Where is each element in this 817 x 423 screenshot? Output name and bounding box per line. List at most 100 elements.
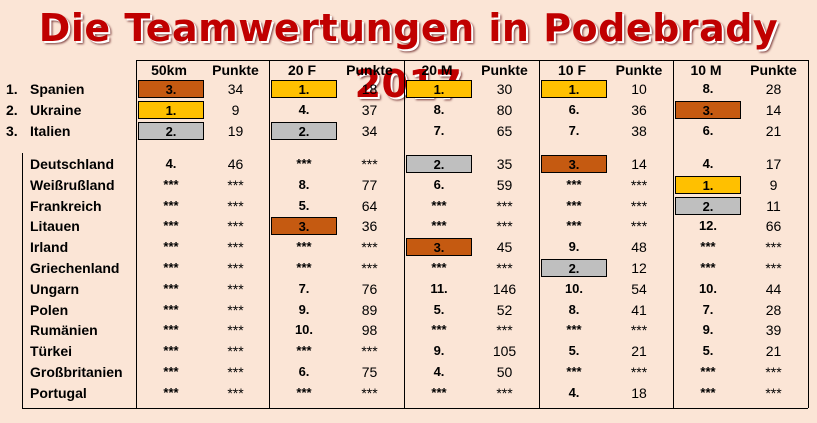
- placement-cell: ***: [296, 260, 312, 275]
- table-top-border: [136, 60, 808, 61]
- placement-cell: ***: [296, 156, 312, 171]
- points-cell: 46: [227, 156, 244, 172]
- country-name: Deutschland: [30, 156, 115, 172]
- header-points: Punkte: [615, 62, 663, 78]
- placement-cell: 3.: [271, 217, 337, 235]
- points-cell: ***: [496, 198, 513, 214]
- placement-cell: 8.: [702, 81, 714, 96]
- points-cell: ***: [227, 302, 244, 318]
- points-cell: ***: [630, 198, 648, 214]
- placement-cell: 9.: [433, 343, 445, 358]
- placement-cell: 3.: [675, 101, 741, 119]
- header-discipline: 20 F: [287, 62, 316, 78]
- points-cell: ***: [227, 385, 244, 401]
- points-cell: 34: [227, 81, 244, 97]
- placement-cell: ***: [163, 364, 179, 379]
- placement-cell: 3.: [138, 80, 204, 98]
- placement-cell: ***: [566, 198, 582, 213]
- points-cell: ***: [630, 177, 648, 193]
- points-cell: 39: [765, 322, 782, 338]
- points-cell: ***: [630, 218, 648, 234]
- header-points: Punkte: [346, 62, 393, 78]
- points-cell: 21: [765, 343, 782, 359]
- placement-cell: ***: [566, 177, 582, 192]
- placement-cell: 3.: [406, 238, 472, 256]
- points-cell: 21: [765, 123, 782, 139]
- country-name: Portugal: [30, 385, 87, 401]
- points-cell: ***: [227, 218, 244, 234]
- points-cell: ***: [496, 385, 513, 401]
- points-cell: 38: [631, 123, 647, 139]
- placement-cell: 6.: [568, 102, 580, 117]
- placement-cell: ***: [700, 385, 716, 400]
- placement-cell: 8.: [568, 302, 580, 317]
- points-cell: 80: [496, 102, 513, 118]
- points-cell: 17: [765, 156, 782, 172]
- points-cell: 66: [765, 218, 782, 234]
- placement-cell: 7.: [702, 302, 714, 317]
- placement-cell: 8.: [433, 102, 445, 117]
- header-discipline: 20 M: [421, 62, 453, 78]
- table-bottom-border: [22, 408, 808, 409]
- placement-cell: 7.: [433, 123, 445, 138]
- placement-cell: 3.: [541, 155, 607, 173]
- country-name: Italien: [30, 123, 71, 139]
- points-cell: ***: [227, 177, 244, 193]
- country-name: Türkei: [30, 343, 73, 359]
- placement-cell: 6.: [433, 177, 445, 192]
- placement-cell: ***: [163, 218, 179, 233]
- points-cell: 41: [631, 302, 647, 318]
- placement-cell: 7.: [298, 281, 310, 296]
- header-discipline: 10 F: [557, 62, 586, 78]
- placement-cell: 2.: [541, 259, 607, 277]
- country-name: Großbritanien: [30, 364, 123, 380]
- header-discipline: 10 M: [690, 62, 722, 78]
- points-cell: 77: [361, 177, 378, 193]
- points-cell: ***: [361, 260, 378, 276]
- placement-cell: 2.: [271, 122, 337, 140]
- header-points: Punkte: [481, 62, 528, 78]
- placement-cell: 2.: [406, 155, 472, 173]
- points-cell: ***: [227, 343, 244, 359]
- points-cell: ***: [361, 239, 378, 255]
- placement-cell: 6.: [702, 123, 714, 138]
- points-cell: ***: [227, 281, 244, 297]
- points-cell: ***: [630, 322, 648, 338]
- country-name: Rumänien: [30, 322, 98, 338]
- country-name: Ungarn: [30, 281, 79, 297]
- placement-cell: ***: [296, 239, 312, 254]
- points-cell: 65: [496, 123, 513, 139]
- points-cell: ***: [227, 322, 244, 338]
- points-cell: ***: [227, 260, 244, 276]
- points-cell: 44: [765, 281, 782, 297]
- points-cell: 10: [631, 81, 647, 97]
- placement-cell: 1.: [271, 80, 337, 98]
- placement-cell: ***: [566, 218, 582, 233]
- country-name: Polen: [30, 302, 69, 318]
- placement-cell: 5.: [433, 302, 445, 317]
- points-cell: 59: [496, 177, 513, 193]
- placement-cell: 4.: [298, 102, 310, 117]
- points-cell: ***: [765, 260, 782, 276]
- placement-cell: ***: [163, 322, 179, 337]
- placement-cell: 2.: [138, 122, 204, 140]
- points-cell: 75: [361, 364, 378, 380]
- placement-cell: ***: [566, 364, 582, 379]
- points-cell: ***: [227, 239, 244, 255]
- placement-cell: ***: [296, 343, 312, 358]
- points-cell: 9: [231, 102, 240, 118]
- country-name: Litauen: [30, 218, 80, 234]
- points-cell: 30: [496, 81, 513, 97]
- placement-cell: 10.: [294, 322, 314, 337]
- placement-cell: ***: [431, 322, 447, 337]
- placement-cell: 5.: [568, 343, 580, 358]
- points-cell: 146: [492, 281, 517, 297]
- country-name: Weißrußland: [30, 177, 115, 193]
- placement-cell: ***: [431, 198, 447, 213]
- group-divider: [673, 60, 674, 408]
- placement-cell: 7.: [568, 123, 580, 138]
- points-cell: ***: [227, 198, 244, 214]
- placement-cell: 4.: [165, 156, 177, 171]
- country-column-left-border: [22, 153, 23, 408]
- placement-cell: ***: [163, 239, 179, 254]
